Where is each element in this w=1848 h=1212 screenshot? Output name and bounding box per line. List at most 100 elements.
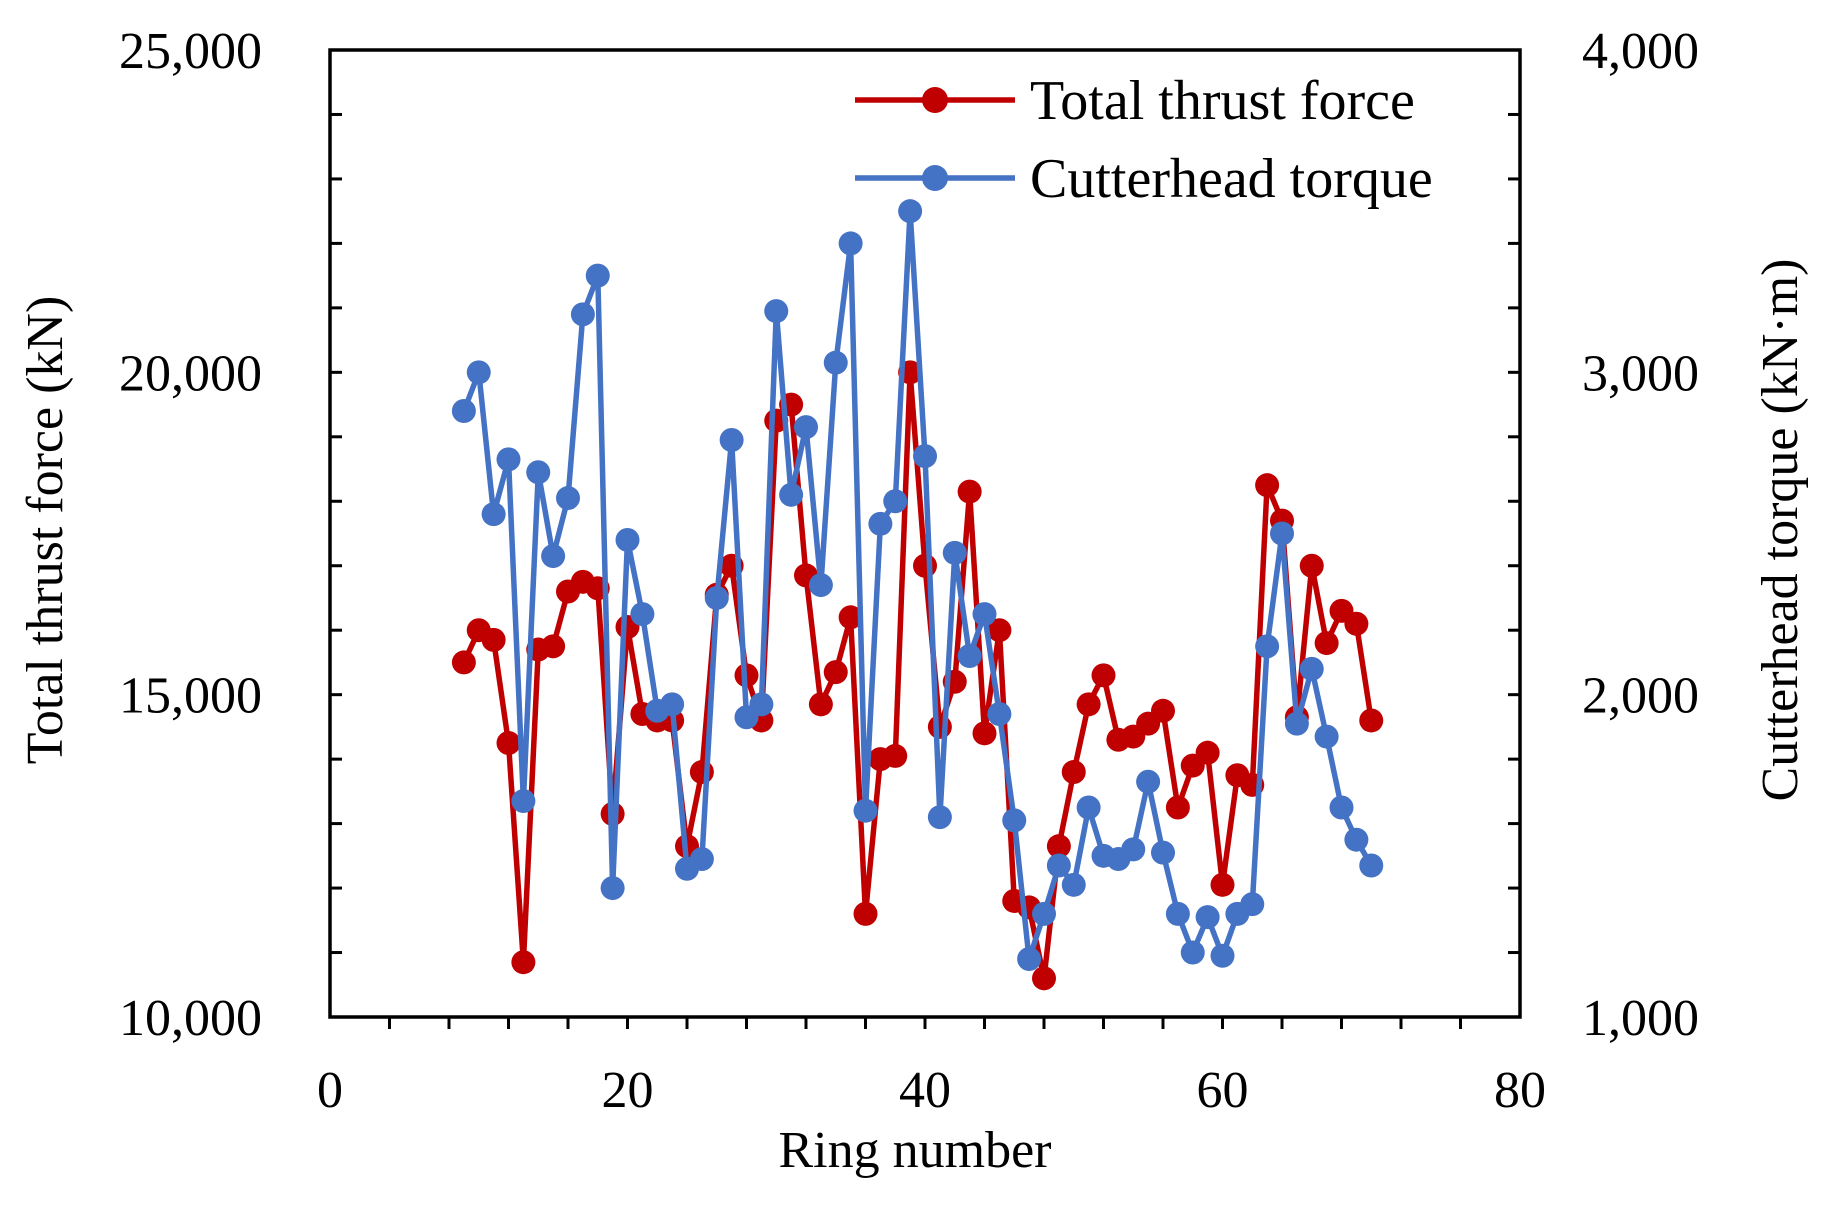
data-point-cutterhead-torque xyxy=(689,847,714,872)
x-tick-label: 80 xyxy=(1494,1062,1546,1119)
left-y-tick-label: 25,000 xyxy=(119,23,262,80)
data-point-cutterhead-torque xyxy=(838,231,863,256)
data-point-total-thrust-force xyxy=(1091,663,1116,688)
right-y-tick-label: 2,000 xyxy=(1582,668,1699,725)
legend-entry-cutterhead-torque: Cutterhead torque xyxy=(855,148,1433,210)
legend-marker-total-thrust-force xyxy=(922,87,948,113)
data-point-cutterhead-torque xyxy=(1180,940,1205,965)
data-point-cutterhead-torque xyxy=(526,460,551,485)
data-point-cutterhead-torque xyxy=(794,415,818,440)
legend-label-total-thrust-force: Total thrust force xyxy=(1030,70,1415,132)
x-tick-label: 60 xyxy=(1197,1062,1249,1119)
data-point-cutterhead-torque xyxy=(1136,769,1161,794)
data-point-cutterhead-torque xyxy=(1299,656,1324,681)
data-point-total-thrust-force xyxy=(957,479,982,504)
data-point-cutterhead-torque xyxy=(1017,946,1042,971)
data-point-cutterhead-torque xyxy=(779,482,804,507)
axes-layer: 0 20 40 60 80 10,000 15,000 20,000 25,000 1,000 2,… xyxy=(119,23,1699,1119)
data-point-total-thrust-force xyxy=(987,618,1012,643)
left-y-axis-label: Total thrust force (kN) xyxy=(17,296,74,765)
data-point-cutterhead-torque xyxy=(868,511,893,536)
data-point-cutterhead-torque xyxy=(927,805,952,830)
data-point-cutterhead-torque xyxy=(1032,901,1056,926)
legend: Total thrust force Cutterhead torque xyxy=(855,70,1433,210)
data-point-cutterhead-torque xyxy=(1165,901,1190,926)
series-layer xyxy=(451,199,1384,991)
data-point-cutterhead-torque xyxy=(1195,905,1220,930)
left-y-tick-label: 20,000 xyxy=(119,345,262,402)
data-point-cutterhead-torque xyxy=(615,527,640,552)
data-point-cutterhead-torque xyxy=(1284,711,1309,736)
data-point-cutterhead-torque xyxy=(451,399,476,424)
data-point-cutterhead-torque xyxy=(570,302,595,327)
legend-entry-total-thrust-force: Total thrust force xyxy=(855,70,1415,132)
data-point-cutterhead-torque xyxy=(1240,892,1265,917)
data-point-cutterhead-torque xyxy=(823,350,848,375)
data-point-total-thrust-force xyxy=(541,634,566,659)
data-point-total-thrust-force xyxy=(1195,740,1220,765)
data-point-total-thrust-force xyxy=(496,731,521,756)
data-point-cutterhead-torque xyxy=(1270,521,1294,546)
right-y-axis-label: Cutterhead torque (kN·m) xyxy=(1752,259,1809,802)
data-point-cutterhead-torque xyxy=(987,702,1012,727)
data-point-total-thrust-force xyxy=(1255,473,1280,498)
data-point-cutterhead-torque xyxy=(972,602,997,627)
data-point-total-thrust-force xyxy=(511,950,536,975)
data-point-total-thrust-force xyxy=(1344,611,1369,636)
data-point-cutterhead-torque xyxy=(1329,795,1354,820)
data-point-cutterhead-torque xyxy=(630,602,655,627)
data-point-cutterhead-torque xyxy=(1255,634,1280,659)
data-point-cutterhead-torque xyxy=(1076,795,1101,820)
data-point-cutterhead-torque xyxy=(764,299,789,324)
data-point-total-thrust-force xyxy=(1210,872,1235,897)
data-point-total-thrust-force xyxy=(1299,553,1324,578)
data-point-cutterhead-torque xyxy=(1314,724,1339,749)
data-point-cutterhead-torque xyxy=(808,573,833,598)
data-point-cutterhead-torque xyxy=(496,447,521,472)
right-y-tick-label: 3,000 xyxy=(1582,345,1699,402)
right-y-tick-label: 4,000 xyxy=(1582,23,1699,80)
data-point-cutterhead-torque xyxy=(1151,840,1175,865)
data-point-cutterhead-torque xyxy=(541,544,566,569)
data-point-cutterhead-torque xyxy=(1210,943,1235,968)
data-point-cutterhead-torque xyxy=(1121,837,1146,862)
data-point-cutterhead-torque xyxy=(481,502,506,527)
data-point-cutterhead-torque xyxy=(1002,808,1027,833)
data-point-total-thrust-force xyxy=(1314,631,1339,656)
data-point-cutterhead-torque xyxy=(466,360,491,385)
data-point-cutterhead-torque xyxy=(957,643,982,668)
left-y-tick-label: 10,000 xyxy=(119,990,262,1047)
data-point-total-thrust-force xyxy=(481,627,506,652)
data-point-total-thrust-force xyxy=(972,721,997,746)
data-point-cutterhead-torque xyxy=(883,489,908,514)
data-point-cutterhead-torque xyxy=(853,798,878,823)
data-point-cutterhead-torque xyxy=(1046,853,1071,878)
data-point-total-thrust-force xyxy=(808,692,833,717)
data-point-total-thrust-force xyxy=(838,605,863,630)
data-point-cutterhead-torque xyxy=(600,876,625,901)
data-point-cutterhead-torque xyxy=(1061,872,1086,897)
x-axis-label: Ring number xyxy=(779,1122,1052,1179)
data-point-cutterhead-torque xyxy=(898,199,923,224)
series-cutterhead-torque xyxy=(451,199,1384,971)
data-point-cutterhead-torque xyxy=(1344,827,1369,852)
data-point-total-thrust-force xyxy=(853,901,878,926)
data-point-cutterhead-torque xyxy=(1359,853,1384,878)
legend-marker-cutterhead-torque xyxy=(922,165,948,191)
right-y-tick-label: 1,000 xyxy=(1582,990,1699,1047)
data-point-total-thrust-force xyxy=(1165,795,1190,820)
data-point-total-thrust-force xyxy=(1061,760,1086,785)
data-point-cutterhead-torque xyxy=(942,540,967,565)
data-point-total-thrust-force xyxy=(1046,834,1071,859)
data-point-total-thrust-force xyxy=(451,650,476,675)
data-point-total-thrust-force xyxy=(1032,966,1056,991)
data-point-total-thrust-force xyxy=(1151,698,1175,723)
legend-label-cutterhead-torque: Cutterhead torque xyxy=(1030,148,1433,210)
data-point-cutterhead-torque xyxy=(704,585,729,610)
data-point-total-thrust-force xyxy=(1076,692,1101,717)
data-point-total-thrust-force xyxy=(689,760,714,785)
data-point-total-thrust-force xyxy=(1359,708,1384,733)
data-point-cutterhead-torque xyxy=(749,692,774,717)
x-tick-label: 20 xyxy=(602,1062,654,1119)
